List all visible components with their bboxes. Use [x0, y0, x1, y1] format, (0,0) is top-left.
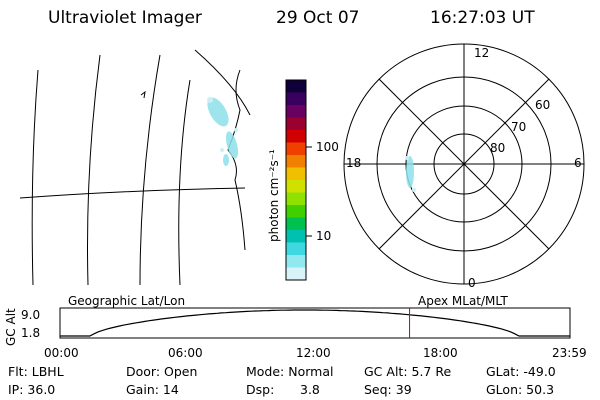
color-scale-bar: [285, 79, 307, 281]
info-mode: Mode: Normal: [246, 364, 334, 379]
info-ip: IP: 36.0: [8, 382, 56, 397]
colorbar-band: [286, 142, 306, 156]
map-parallel-line: [194, 49, 251, 116]
colorbar-band: [286, 92, 306, 106]
orbit-y-tick-high: 9.0: [21, 308, 41, 322]
aurora-emission-polar: [406, 156, 414, 188]
coastline: [227, 69, 246, 251]
orbit-plot-frame: [59, 307, 571, 339]
info-dsp-label: Dsp:: [246, 382, 275, 397]
polar-diagonal: [378, 78, 550, 250]
observation-time: 16:27:03 UT: [430, 8, 535, 28]
aurora-emission-map-faint: [207, 97, 238, 152]
colorbar-tick-10: 10: [316, 229, 332, 243]
mlt-label-18: 18: [346, 156, 362, 170]
colorbar-frame: [285, 79, 307, 281]
info-filter: Flt: LBHL: [8, 364, 64, 379]
colorbar-band: [286, 192, 306, 206]
map-parallel-line: [19, 187, 246, 199]
colorbar-tick-100: 100: [316, 140, 339, 154]
colorbar-band: [286, 255, 306, 268]
map-meridian-line: [139, 54, 161, 286]
lat-label-60: 60: [535, 98, 551, 112]
mlt-label-12: 12: [474, 46, 490, 60]
colorbar-band: [286, 180, 306, 193]
aurora-emission-map: [207, 97, 239, 166]
orbit-right-label: Apex MLat/MLT: [418, 294, 508, 308]
colorbar-band: [286, 205, 306, 218]
colorbar-band: [286, 217, 306, 231]
colorbar-band: [286, 267, 306, 281]
colorbar-band: [286, 167, 306, 181]
colorbar-band: [286, 117, 306, 131]
orbit-x-tick-1800: 18:00: [423, 346, 458, 360]
instrument-title: Ultraviolet Imager: [48, 8, 202, 28]
colorbar-band: [286, 80, 306, 93]
map-meridian-line: [178, 79, 191, 286]
colorbar-band: [286, 242, 306, 256]
orbit-x-tick-2359: 23:59: [552, 346, 587, 360]
colorbar-band: [286, 130, 306, 143]
colorbar-band: [286, 230, 306, 243]
info-gain: Gain: 14: [126, 382, 179, 397]
orbit-x-tick-0600: 06:00: [168, 346, 203, 360]
orbit-left-label: Geographic Lat/Lon: [68, 294, 186, 308]
mlt-label-0: 0: [468, 276, 476, 290]
observation-date: 29 Oct 07: [276, 8, 360, 28]
orbit-altitude-curve: [60, 309, 570, 337]
mlt-label-6: 6: [574, 156, 582, 170]
orbit-x-tick-1200: 12:00: [296, 346, 331, 360]
orbit-y-tick-low: 1.8: [21, 326, 41, 340]
info-glat: GLat: -49.0: [486, 364, 556, 379]
map-meridian-line: [87, 54, 101, 286]
info-seq: Seq: 39: [364, 382, 412, 397]
colorbar-band: [286, 155, 306, 168]
map-meridian-line: [31, 69, 39, 286]
lat-label-80: 80: [490, 141, 506, 155]
lat-label-70: 70: [511, 120, 527, 134]
aurora-emission-polar-faint: [405, 156, 416, 192]
info-door: Door: Open: [126, 364, 198, 379]
info-gc-alt: GC Alt: 5.7 Re: [364, 364, 452, 379]
colorbar-band: [286, 105, 306, 118]
orbit-x-tick-0000: 00:00: [44, 346, 79, 360]
info-glon: GLon: 50.3: [486, 382, 555, 397]
coastline-fragment: [140, 90, 146, 99]
info-dsp-value: 3.8: [300, 382, 320, 397]
